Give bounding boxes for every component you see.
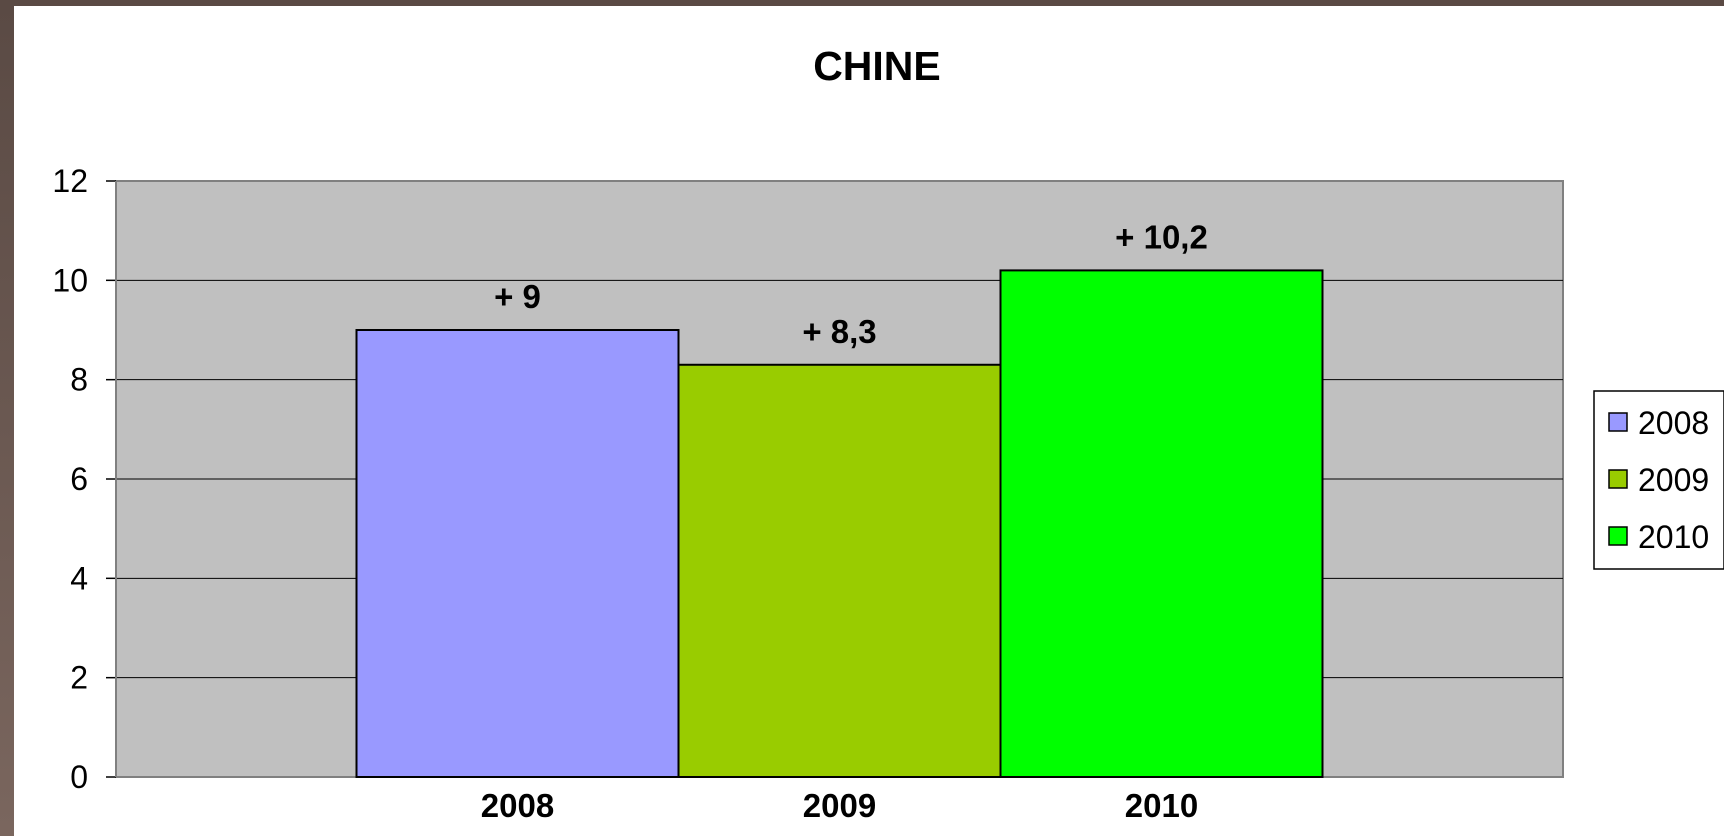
x-axis: 2008 2009 2010 [481,787,1198,824]
bar-2009 [677,363,1002,778]
x-tick-label-2010: 2010 [1125,787,1198,824]
data-label-2008: + 9 [494,278,541,315]
legend-swatch-2010 [1608,526,1628,546]
y-tick-label: 2 [70,660,88,696]
legend-label-2009: 2009 [1638,462,1709,498]
data-labels: + 9 + 8,3 + 10,2 [494,218,1208,349]
bar-2008 [355,329,680,778]
y-tick-label: 6 [70,461,88,497]
x-tick-label-2009: 2009 [803,787,876,824]
legend-swatch-2008 [1608,412,1628,432]
x-tick-label-2008: 2008 [481,787,554,824]
legend: 2008 2009 2010 [1593,390,1724,570]
bars [355,269,1324,778]
y-tick-label: 12 [52,163,88,199]
legend-swatch-2009 [1608,469,1628,489]
data-label-2010: + 10,2 [1115,218,1208,255]
data-label-2009: + 8,3 [802,313,876,350]
legend-label-2010: 2010 [1638,519,1709,555]
y-tick-label: 10 [52,262,88,298]
bar-2010 [999,269,1324,778]
y-axis: 0 2 4 6 8 10 12 [52,163,117,795]
y-tick-label: 4 [70,560,88,596]
y-tick-label: 0 [70,759,88,795]
legend-label-2008: 2008 [1638,405,1709,441]
y-tick-label: 8 [70,362,88,398]
chart-title: CHINE [813,43,941,89]
